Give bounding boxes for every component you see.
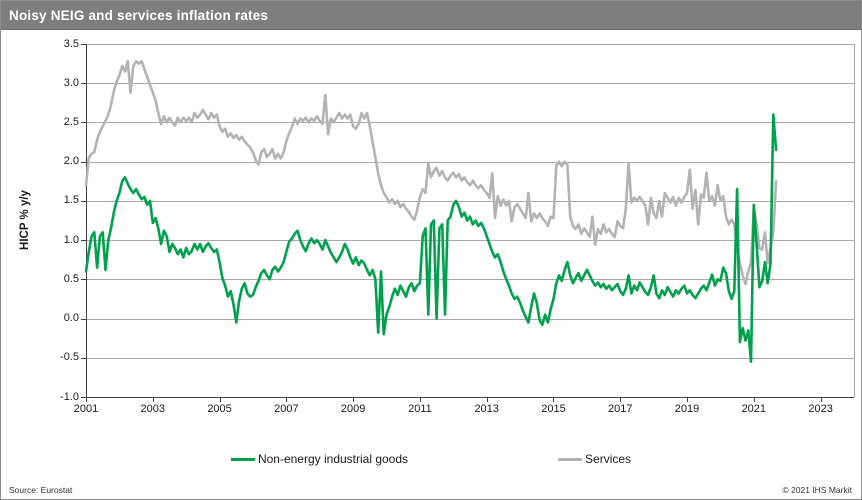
legend: Non-energy industrial goods Services — [1, 450, 861, 468]
x-tick-label: 2019 — [674, 403, 700, 415]
x-tick-label: 2017 — [608, 403, 633, 415]
legend-label-neig: Non-energy industrial goods — [257, 452, 409, 466]
chart-title: Noisy NEIG and services inflation rates — [9, 7, 269, 23]
legend-item-services: Services — [558, 452, 631, 466]
footer: Source: Eurostat © 2021 IHS Markit — [9, 484, 852, 496]
y-tick-label: 2.0 — [63, 155, 79, 168]
y-tick-label: 0.0 — [63, 312, 79, 325]
legend-label-services: Services — [585, 452, 632, 466]
y-tick-label: 0.5 — [63, 272, 79, 285]
x-tick-label: 2021 — [741, 403, 767, 415]
x-tick-label: 2013 — [474, 403, 499, 415]
y-tick-label: -0.5 — [60, 351, 79, 364]
y-tick-label: 1.5 — [63, 194, 79, 207]
x-tick-label: 2003 — [140, 403, 166, 415]
x-tick-label: 2009 — [340, 403, 366, 415]
services-line-swatch — [558, 457, 583, 461]
chart-title-bar: Noisy NEIG and services inflation rates — [1, 1, 861, 30]
x-tick-label: 2011 — [408, 403, 432, 415]
copyright-note: © 2021 IHS Markit — [782, 485, 852, 495]
y-tick-label: 2.5 — [63, 115, 79, 128]
x-tick-label: 2007 — [274, 403, 299, 415]
x-tick-label: 2001 — [73, 403, 99, 415]
y-tick-label: 3.0 — [63, 76, 79, 89]
x-tick-label: 2023 — [808, 403, 833, 415]
source-note: Source: Eurostat — [9, 485, 73, 495]
x-tick-label: 2005 — [207, 403, 232, 415]
y-tick-label: -1.0 — [60, 390, 79, 403]
neig-line-swatch — [230, 457, 255, 461]
legend-item-neig: Non-energy industrial goods — [230, 452, 409, 466]
y-tick-label: 3.5 — [63, 37, 79, 50]
y-tick-label: 1.0 — [63, 233, 79, 246]
x-tick-label: 2015 — [541, 403, 566, 415]
